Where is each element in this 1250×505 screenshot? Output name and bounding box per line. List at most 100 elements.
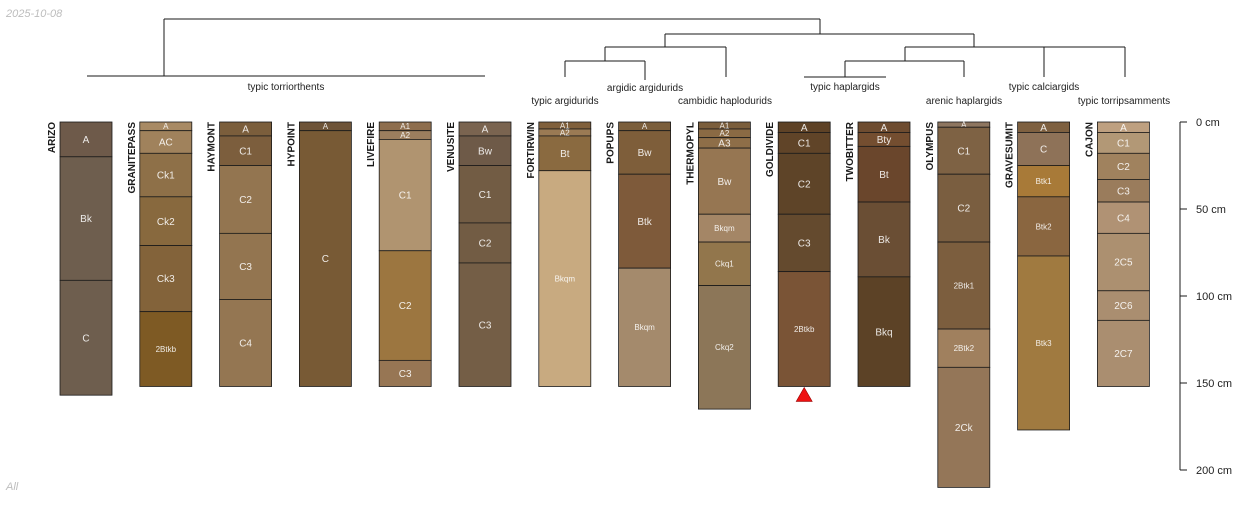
horizon-label: Bw — [717, 177, 732, 188]
dendrogram-branch — [564, 60, 646, 80]
horizon-label: C2 — [239, 195, 252, 206]
horizon-2c7 — [1097, 319, 1150, 387]
horizon-label: A1 — [720, 121, 730, 130]
horizon-c1 — [458, 165, 512, 224]
horizon-bkqm — [698, 213, 751, 243]
profile-name: FORTIRWIN — [526, 122, 537, 178]
horizon-label: A2 — [560, 128, 570, 137]
horizon-label: C — [322, 254, 329, 265]
horizon-c1 — [937, 126, 991, 175]
horizon-label: C4 — [239, 339, 252, 350]
profile-name: VENUSITE — [446, 122, 457, 172]
taxon-label: argidic argidurids — [607, 83, 683, 94]
horizon-bkqm — [618, 267, 671, 387]
profile-cajon: A C1 C2 C3 C4 2C5 2C6 2C7 CAJON — [1084, 121, 1150, 387]
horizon-label: Bkqm — [634, 323, 655, 332]
horizon-label: Bw — [638, 148, 653, 159]
horizon-label: A1 — [400, 122, 410, 131]
horizon-bt — [538, 135, 592, 172]
horizon-label: Ck1 — [157, 171, 175, 182]
horizon-c — [59, 279, 113, 396]
profile-venusite: A Bw C1 C2 C3 VENUSITE — [446, 121, 512, 387]
horizon-c1 — [378, 138, 432, 252]
horizon-label: Btk2 — [1036, 222, 1053, 231]
horizon-label: A — [482, 125, 489, 136]
horizon-label: Bt — [560, 149, 570, 160]
profile-name: GOLDIVIDE — [765, 122, 776, 177]
profile-arizo: A Bk C ARIZO — [47, 121, 113, 396]
horizon-label: A — [323, 122, 329, 131]
depth-tick-label: 100 cm — [1196, 291, 1232, 303]
horizon-c1 — [219, 135, 273, 166]
horizon-c — [298, 130, 352, 387]
profile-name: GRAVESUMIT — [1005, 122, 1016, 188]
horizon-2btkb — [777, 271, 831, 387]
horizon-c4 — [219, 299, 273, 387]
taxon-label: cambidic haplodurids — [678, 96, 772, 107]
taxon-label: typic torripsamments — [1078, 96, 1170, 107]
depth-tick-label: 150 cm — [1196, 378, 1232, 390]
horizon-bt — [857, 145, 911, 203]
horizon-ckq2 — [698, 285, 751, 410]
horizon-label: 2Btkb — [794, 325, 815, 334]
horizon-label: A — [163, 122, 169, 131]
horizon-label: A2 — [400, 131, 410, 140]
horizon-label: C2 — [957, 204, 970, 215]
horizon-label: C — [82, 333, 89, 344]
footer-label: All — [6, 481, 19, 493]
horizon-label: Bkqm — [555, 274, 576, 283]
horizon-c3 — [219, 232, 273, 300]
horizon-c — [1017, 132, 1070, 166]
profile-hypoint: A C HYPOINT — [286, 121, 352, 387]
horizon-2ck — [937, 366, 991, 488]
horizon-bw — [618, 130, 671, 175]
horizon-2btk1 — [937, 241, 991, 330]
profile-name: ARIZO — [47, 122, 58, 153]
profile-olympus: A C1 C2 2Btk1 2Btk2 2Ck OLYMPUS — [925, 120, 991, 488]
horizon-label: C3 — [479, 320, 492, 331]
horizon-label: C1 — [239, 146, 252, 157]
taxon-labels: typic torriorthents typic argidurids arg… — [248, 82, 1170, 107]
horizon-2c6 — [1097, 290, 1150, 321]
horizon-label: A — [1120, 123, 1127, 134]
dendrogram — [87, 18, 1126, 80]
horizon-btk2 — [1017, 196, 1070, 257]
profile-name: HYPOINT — [286, 122, 297, 166]
horizon-c2 — [1097, 152, 1150, 180]
horizon-label: Ck2 — [157, 217, 175, 228]
profile-haymont: A C1 C2 C3 C4 HAYMONT — [207, 121, 273, 387]
profile-goldivide: A C1 C2 C3 2Btkb GOLDIVIDE — [765, 121, 831, 402]
horizon-label: A — [242, 125, 249, 136]
horizon-label: A — [881, 123, 888, 134]
horizon-c4 — [1097, 201, 1150, 234]
profile-name: GRANITEPASS — [127, 122, 138, 194]
profile-popups: A Bw Btk Bkqm POPUPS — [606, 121, 671, 387]
dendrogram-branch — [163, 18, 821, 76]
horizon-label: C3 — [1117, 186, 1130, 197]
horizon-label: Btk3 — [1036, 339, 1053, 348]
horizon-label: C1 — [479, 190, 492, 201]
horizon-2btk2 — [937, 328, 991, 368]
horizon-label: A3 — [718, 138, 731, 149]
horizon-label: 2C6 — [1114, 301, 1133, 312]
horizon-label: C1 — [1117, 138, 1130, 149]
horizon-label: 2Btkb — [156, 345, 177, 354]
horizon-bk — [857, 201, 911, 278]
horizon-label: A2 — [720, 129, 730, 138]
horizon-c3 — [777, 213, 831, 273]
profile-name: CAJON — [1084, 122, 1095, 157]
horizon-a — [59, 121, 113, 158]
horizon-label: C2 — [479, 239, 492, 250]
horizon-c3 — [458, 262, 512, 387]
horizon-label: C3 — [399, 369, 412, 380]
horizon-c3 — [378, 359, 432, 387]
horizon-label: A — [801, 123, 808, 134]
profile-name: LIVEFIRE — [366, 122, 377, 167]
horizon-label: Ckq2 — [715, 343, 734, 352]
horizon-c2 — [378, 250, 432, 361]
